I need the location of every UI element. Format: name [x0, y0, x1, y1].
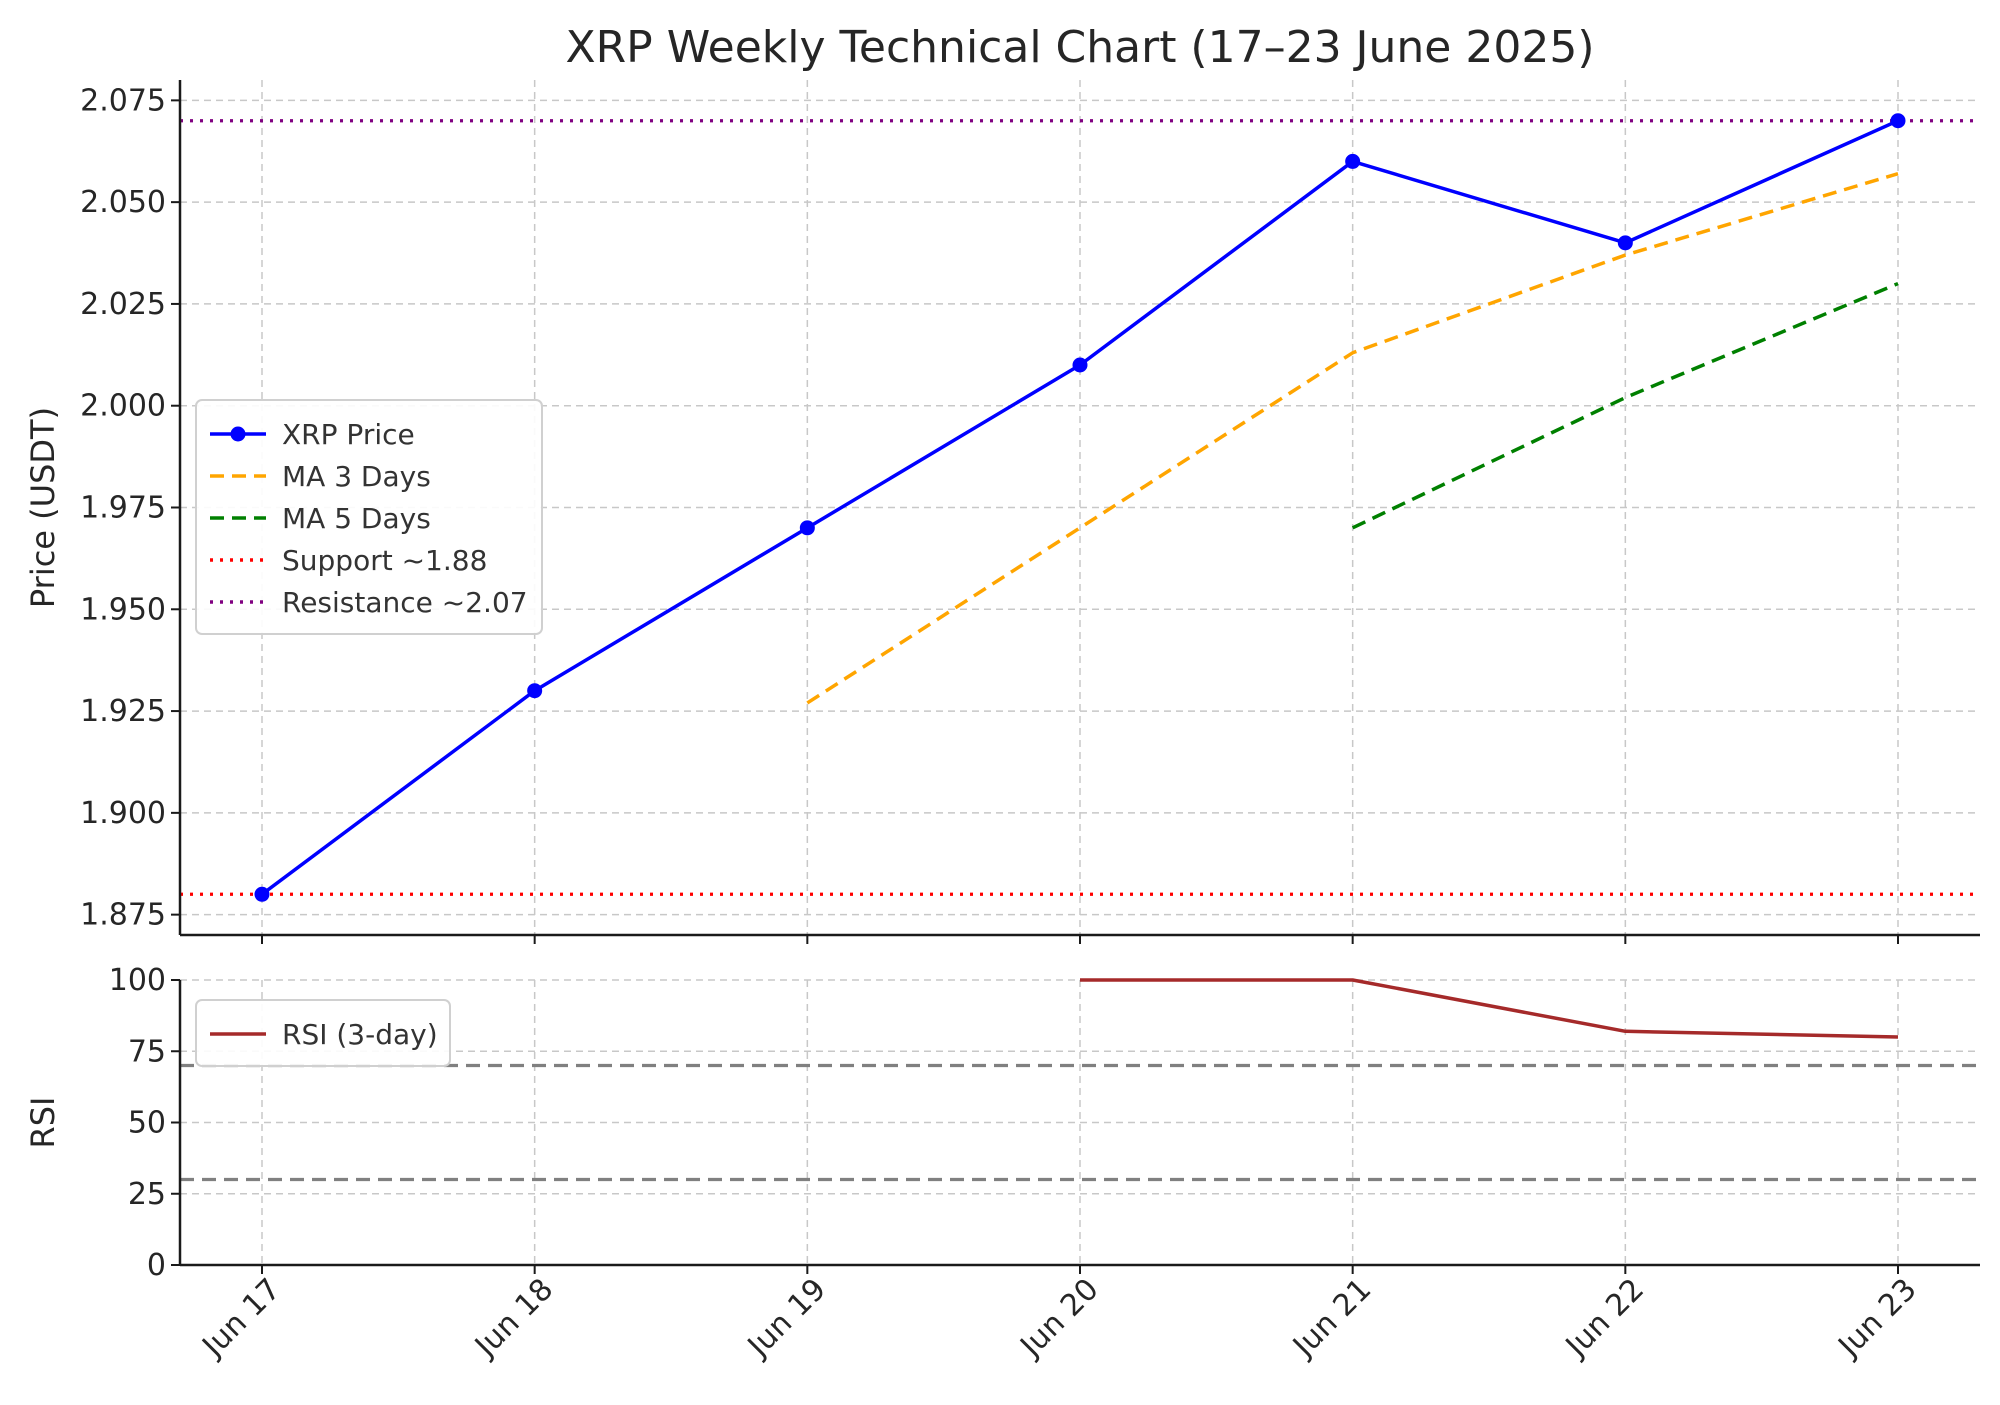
legend-label: MA 5 Days [282, 502, 431, 535]
data-point [254, 886, 270, 902]
legend-label: Resistance ~2.07 [282, 586, 528, 619]
y-tick-label: 75 [128, 1034, 166, 1069]
legend-marker [230, 426, 246, 442]
data-point [1617, 235, 1633, 251]
data-point [1345, 153, 1361, 169]
y-tick-label: 100 [109, 963, 166, 998]
y-axis-label: Price (USDT) [24, 407, 62, 608]
y-tick-label: 1.875 [80, 898, 166, 933]
legend-label: MA 3 Days [282, 460, 431, 493]
y-tick-label: 1.900 [80, 796, 166, 831]
y-tick-label: 2.025 [80, 287, 166, 322]
legend-label: RSI (3-day) [282, 1018, 438, 1051]
data-point [1072, 357, 1088, 373]
chart-title: XRP Weekly Technical Chart (17–23 June 2… [565, 22, 1594, 73]
y-tick-label: 1.975 [80, 491, 166, 526]
legend-label: Support ~1.88 [282, 544, 487, 577]
y-tick-label: 2.000 [80, 389, 166, 424]
series-line-ma-5-days [1351, 281, 1899, 530]
price-panel: 1.875 1.900 1.925 1.950 1.975 2.000 2.025 2.050… [24, 80, 1980, 937]
y-tick-label: 1.925 [80, 694, 166, 729]
legend: XRP Price MA 3 Days MA 5 Days Support ~1.88… [195, 399, 543, 635]
rsi-panel: 0 25 50 75 100 RSI RSI (3-day) [24, 963, 1980, 1283]
y-tick-label: 0 [147, 1248, 166, 1283]
data-point [1890, 113, 1906, 129]
data-point [527, 683, 543, 699]
y-tick-label: 25 [128, 1177, 166, 1212]
legend-box [195, 999, 451, 1067]
y-tick-label: 2.075 [80, 83, 166, 118]
y-tick-label: 50 [128, 1106, 166, 1141]
legend-label: XRP Price [282, 418, 415, 451]
legend-box [195, 399, 543, 635]
series-line-rsi-3-day [1080, 978, 1899, 1039]
y-tick-label: 2.050 [80, 185, 166, 220]
y-tick-label: 1.950 [80, 592, 166, 627]
y-axis-label: RSI [24, 1097, 62, 1149]
series-line-ma-3-days [806, 171, 1899, 705]
legend: RSI (3-day) [195, 999, 451, 1067]
data-point [799, 520, 815, 536]
